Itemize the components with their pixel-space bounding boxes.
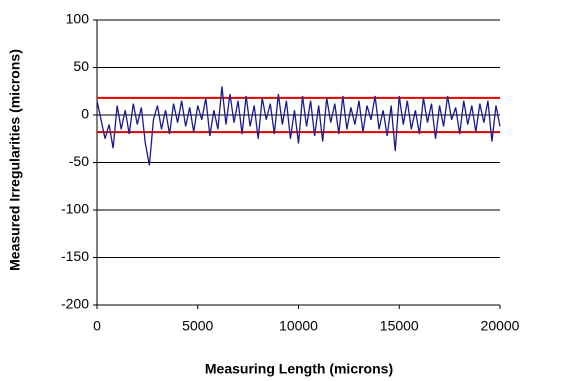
y-tick-label: -50 xyxy=(69,153,89,169)
y-axis-label: Measured Irregularities (microns) xyxy=(7,49,23,271)
y-tick-label: -100 xyxy=(61,201,89,217)
y-tick-label: 100 xyxy=(66,11,90,27)
y-tick-label: 50 xyxy=(73,58,89,74)
x-tick-label: 15000 xyxy=(380,318,419,334)
x-axis-label: Measuring Length (microns) xyxy=(205,361,393,377)
x-tick-label: 5000 xyxy=(182,318,213,334)
x-tick-label: 10000 xyxy=(279,318,318,334)
data-line xyxy=(96,86,501,166)
y-tick-label: -200 xyxy=(61,296,89,312)
x-tick-label: 20000 xyxy=(481,318,520,334)
y-tick-label: -150 xyxy=(61,248,89,264)
y-tick-label: 0 xyxy=(81,106,89,122)
x-tick-label: 0 xyxy=(93,318,101,334)
